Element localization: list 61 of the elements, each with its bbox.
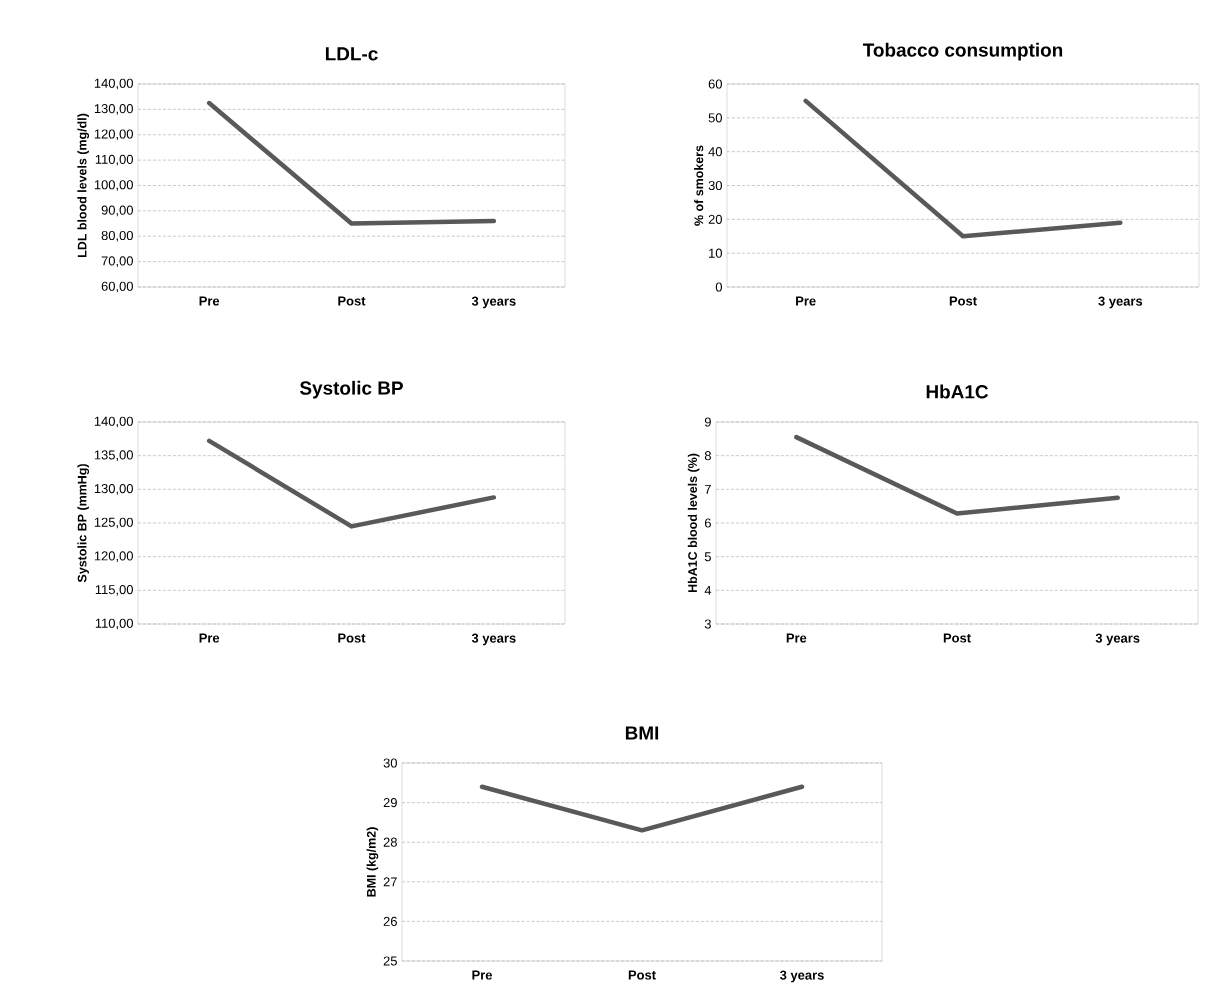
x-tick-label: Pre [796,296,816,306]
y-tick-label: 125,00 [94,517,133,529]
y-tick-label: 9 [704,417,711,427]
y-tick-label: 0 [715,282,722,292]
y-tick-label: 7 [704,484,711,494]
y-tick-label: 4 [704,585,712,595]
y-tick-label: 90,00 [101,205,133,217]
x-tick-label: 3 years [471,296,516,309]
x-tick-label: Pre [786,633,807,643]
y-tick-label: 30 [708,180,722,191]
y-tick-label: 29 [383,798,397,808]
y-axis-title: BMI (kg/m2) [366,827,379,897]
y-tick-label: 135,00 [94,450,133,462]
y-tick-label: 60 [708,79,722,89]
y-tick-label: 30 [383,758,397,768]
y-tick-label: 26 [383,916,397,926]
y-axis-title: % of smokers [694,145,704,226]
y-tick-label: 20 [708,214,722,224]
chart-title: BMI [625,726,659,740]
x-tick-label: Post [338,633,366,643]
y-tick-label: 10 [709,248,722,258]
x-tick-label: Post [338,296,366,306]
y-tick-label: 28 [383,837,397,847]
x-tick-label: 3 years [1098,296,1143,309]
x-tick-label: Post [949,296,977,306]
y-tick-label: 120,00 [94,551,133,563]
y-tick-label: 110,00 [95,154,133,166]
x-tick-label: 3 years [471,633,516,646]
x-tick-label: Pre [199,296,220,306]
y-tick-label: 6 [704,518,711,528]
x-tick-label: Pre [199,633,220,643]
y-tick-label: 40 [708,147,722,157]
y-axis-title: LDL blood levels (mg/dl) [77,113,90,257]
chart-title: Tobacco consumption [862,42,1063,61]
x-tick-label: 3 years [779,970,824,983]
y-tick-label: 140,00 [94,78,133,90]
y-tick-label: 110,00 [95,618,133,630]
y-tick-label: 25 [383,956,397,966]
x-tick-label: Post [628,970,656,980]
chart-title: LDL-c [325,47,378,61]
y-tick-label: 27 [383,877,397,887]
chart-title: HbA1C [926,384,989,399]
y-tick-label: 60,00 [101,281,133,293]
y-tick-label: 120,00 [94,129,133,141]
y-tick-label: 80,00 [101,230,133,242]
y-tick-label: 100,00 [94,180,133,191]
y-tick-label: 50 [708,113,722,123]
y-tick-label: 3 [704,619,711,629]
y-tick-label: 115,00 [95,584,133,596]
chart-title: Systolic BP [299,380,403,399]
y-tick-label: 130,00 [94,483,133,495]
y-axis-title: Systolic BP (mmHg) [77,464,90,583]
y-tick-label: 70,00 [101,256,133,267]
x-tick-label: Post [943,633,971,643]
x-tick-label: Pre [472,970,493,980]
y-tick-label: 8 [704,451,711,461]
y-tick-label: 5 [704,552,711,562]
x-tick-label: 3 years [1095,633,1140,646]
y-tick-label: 130,00 [94,104,133,115]
y-tick-label: 140,00 [94,416,133,428]
y-axis-title: HbA1C blood levels (%) [687,453,700,593]
